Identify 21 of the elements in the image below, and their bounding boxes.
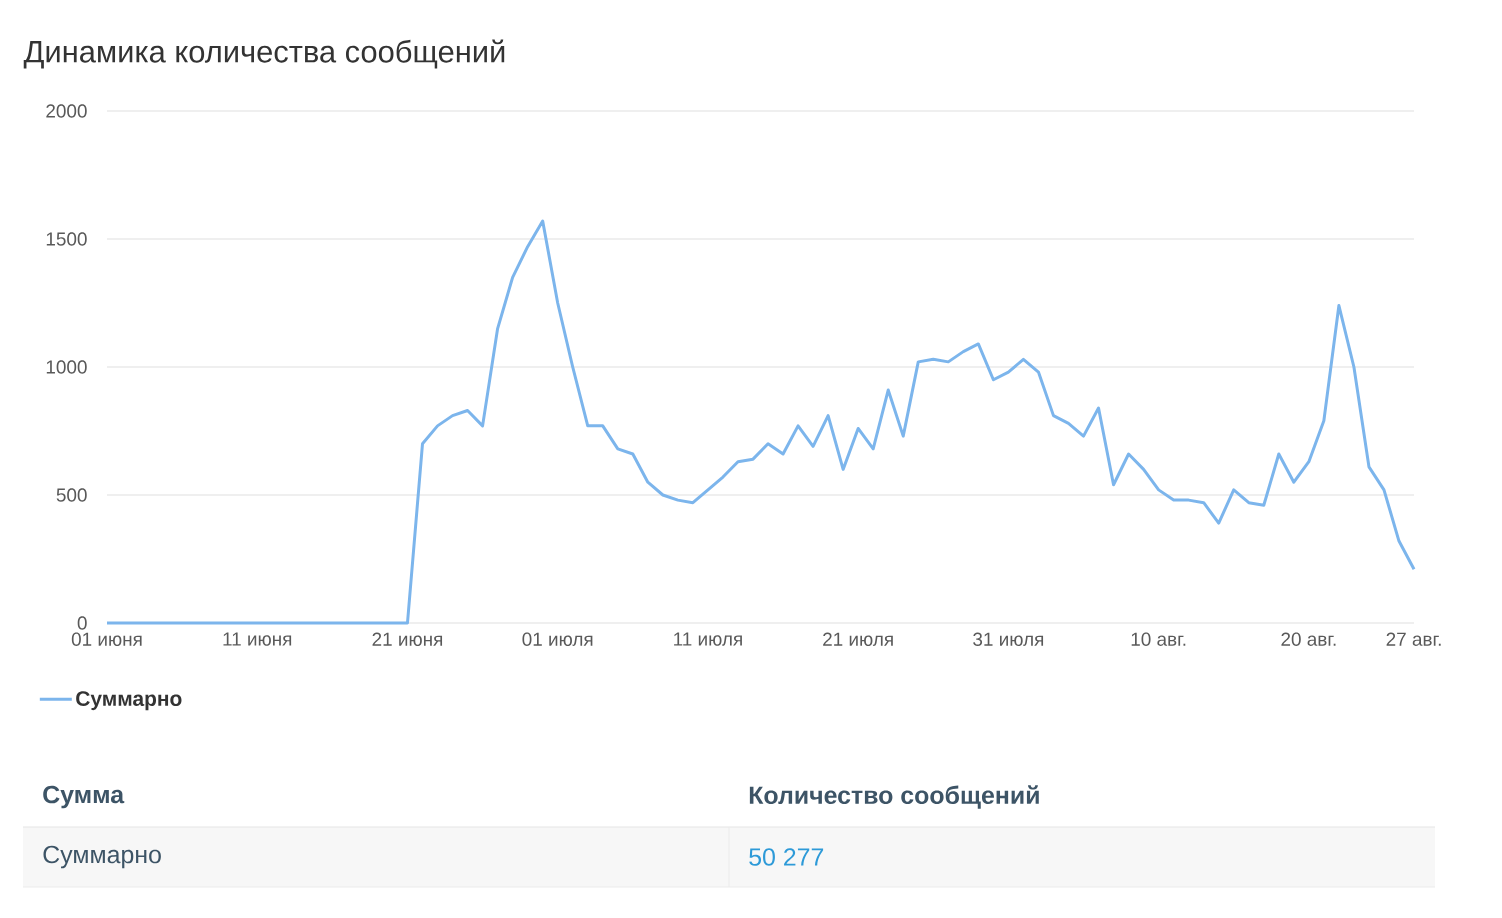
- x-tick-label: 11 июля: [674, 632, 742, 646]
- text: Количество сообщений: [749, 785, 1039, 809]
- y-tick-label: 1000: [46, 360, 87, 374]
- x-tick-label: 27 авг.: [1386, 632, 1441, 646]
- y-tick-label: 0: [77, 616, 87, 630]
- chart-title: Динамика количества сообщений: [23, 39, 505, 69]
- x-tick-label: 01 июля: [522, 632, 593, 646]
- text: 50 277: [749, 848, 824, 866]
- x-tick-label: 20 авг.: [1281, 632, 1336, 646]
- y-tick-label: 1500: [46, 232, 87, 246]
- y-tick-label: 500: [56, 488, 87, 502]
- x-tick-label: 11 июня: [223, 632, 292, 646]
- x-tick-label: 21 июня: [372, 632, 443, 646]
- y-tick-label: 2000: [46, 104, 87, 118]
- x-tick-label: 01 июня: [71, 632, 142, 646]
- x-tick-label: 31 июля: [973, 632, 1044, 646]
- x-tick-label: 10 авг.: [1131, 632, 1186, 646]
- text: Суммарно: [43, 845, 161, 869]
- x-tick-label: 21 июля: [823, 632, 893, 646]
- text: Сумма: [43, 785, 125, 809]
- legend-label: Суммарно: [76, 691, 182, 711]
